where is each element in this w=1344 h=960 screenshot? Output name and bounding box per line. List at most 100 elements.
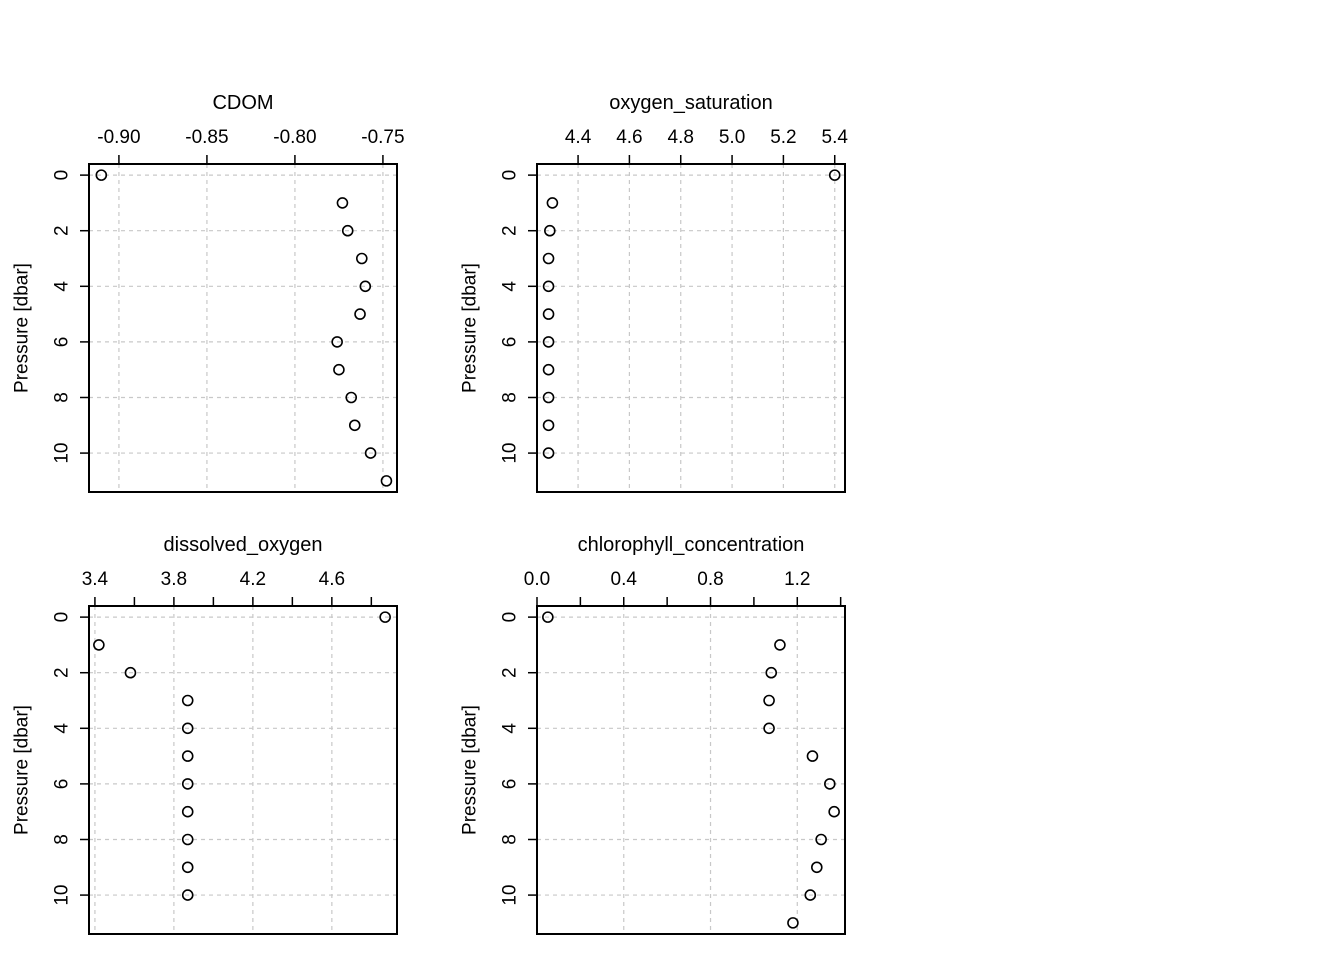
x-tick-label: 4.2 (240, 569, 266, 590)
data-point (806, 750, 819, 762)
data-point (354, 308, 366, 320)
data-point (811, 861, 823, 874)
data-point (765, 666, 778, 679)
data-point (774, 639, 786, 651)
data-point (542, 611, 554, 623)
y-tick-label: 2 (500, 667, 521, 678)
x-tick-label: 3.4 (82, 569, 109, 590)
data-point (542, 280, 555, 293)
data-point (93, 639, 105, 651)
data-point (331, 336, 343, 348)
chlorophyll-concentration-panel: 0.0 0.4 0.8 1.2 0 2 4 6 8 10 chlorophyll_concentra… (460, 534, 846, 935)
data-point (828, 805, 840, 818)
data-point (355, 252, 368, 265)
y-tick-label: 2 (52, 225, 73, 236)
x-tick-label: 0.4 (611, 569, 638, 590)
panel-title: CDOM (212, 92, 273, 114)
data-point (181, 889, 194, 901)
y-tick-label: 8 (500, 392, 521, 403)
x-tick-label: 5.4 (822, 127, 849, 148)
y-tick-label: 4 (52, 281, 73, 292)
data-point (542, 391, 555, 404)
y-tick-label: 8 (52, 834, 73, 845)
panel-title: chlorophyll_concentration (578, 534, 805, 556)
y-tick-label: 0 (52, 170, 73, 181)
y-tick-label: 8 (52, 392, 73, 403)
plot-frame (536, 163, 846, 493)
data-point (380, 475, 393, 487)
data-point (815, 833, 827, 846)
x-tick-label: 4.8 (668, 127, 694, 148)
y-tick-label: 2 (52, 667, 73, 678)
x-tick-label: 3.8 (161, 569, 187, 590)
data-point (181, 750, 194, 762)
data-point (348, 419, 361, 432)
data-point (181, 861, 194, 874)
y-tick-label: 6 (500, 337, 521, 348)
data-point (364, 447, 377, 459)
y-tick-label: 6 (52, 337, 73, 348)
y-tick-label: 0 (52, 612, 73, 623)
x-tick-label: 4.4 (565, 127, 592, 148)
data-point (763, 694, 775, 707)
panel-title: oxygen_saturation (609, 92, 772, 114)
data-point (542, 308, 555, 320)
x-tick-label: -0.85 (185, 127, 228, 148)
x-tick-label: 5.0 (719, 127, 745, 148)
y-axis-label: Pressure [dbar] (460, 705, 481, 835)
plot-frame (88, 605, 398, 935)
y-tick-label: 4 (52, 723, 73, 734)
data-point (95, 169, 108, 181)
data-point (124, 666, 137, 679)
y-tick-label: 4 (500, 723, 521, 734)
y-axis-label: Pressure [dbar] (12, 705, 33, 835)
x-tick-label: -0.90 (97, 127, 140, 148)
data-point (763, 722, 775, 735)
x-tick-label: 4.6 (616, 127, 642, 148)
y-tick-label: 0 (500, 170, 521, 181)
y-tick-label: 10 (52, 443, 73, 464)
y-tick-label: 6 (500, 779, 521, 790)
data-point (359, 280, 372, 293)
data-point (181, 778, 194, 790)
data-point (542, 447, 555, 459)
data-point (542, 419, 555, 432)
data-point (542, 363, 555, 376)
data-point (181, 722, 194, 735)
x-tick-label: 4.6 (319, 569, 345, 590)
plot-frame (536, 605, 846, 935)
y-axis-label: Pressure [dbar] (12, 263, 33, 393)
y-tick-label: 4 (500, 281, 521, 292)
data-point (804, 889, 817, 901)
oxygen-saturation-panel: 4.4 4.6 4.8 5.0 5.2 5.4 0 2 4 6 8 10 oxygen_saturati… (460, 92, 849, 493)
data-point (336, 197, 349, 209)
y-tick-label: 10 (52, 885, 73, 906)
x-tick-label: 0.0 (524, 569, 550, 590)
x-tick-label: 1.2 (784, 569, 810, 590)
x-tick-label: 5.2 (770, 127, 796, 148)
data-point (181, 833, 194, 846)
data-point (333, 363, 345, 376)
y-tick-label: 0 (500, 612, 521, 623)
data-point (181, 694, 194, 707)
y-tick-label: 6 (52, 779, 73, 790)
data-point (542, 336, 555, 348)
panel-title: dissolved_oxygen (164, 534, 323, 556)
data-point (824, 778, 836, 790)
x-tick-label: -0.80 (273, 127, 316, 148)
data-point (787, 917, 799, 929)
x-tick-label: -0.75 (361, 127, 404, 148)
data-point (345, 391, 358, 404)
y-tick-label: 8 (500, 834, 521, 845)
plot-frame (88, 163, 398, 493)
y-tick-label: 10 (500, 443, 521, 464)
data-point (828, 169, 841, 181)
x-tick-label: 0.8 (697, 569, 723, 590)
data-point (379, 611, 391, 623)
y-tick-label: 2 (500, 225, 521, 236)
data-point (546, 197, 559, 209)
cdom-panel: -0.90 -0.85 -0.80 -0.75 0 2 4 6 8 10 CDOM Pressure … (12, 92, 405, 493)
y-axis-label: Pressure [dbar] (460, 263, 481, 393)
data-point (341, 224, 354, 237)
